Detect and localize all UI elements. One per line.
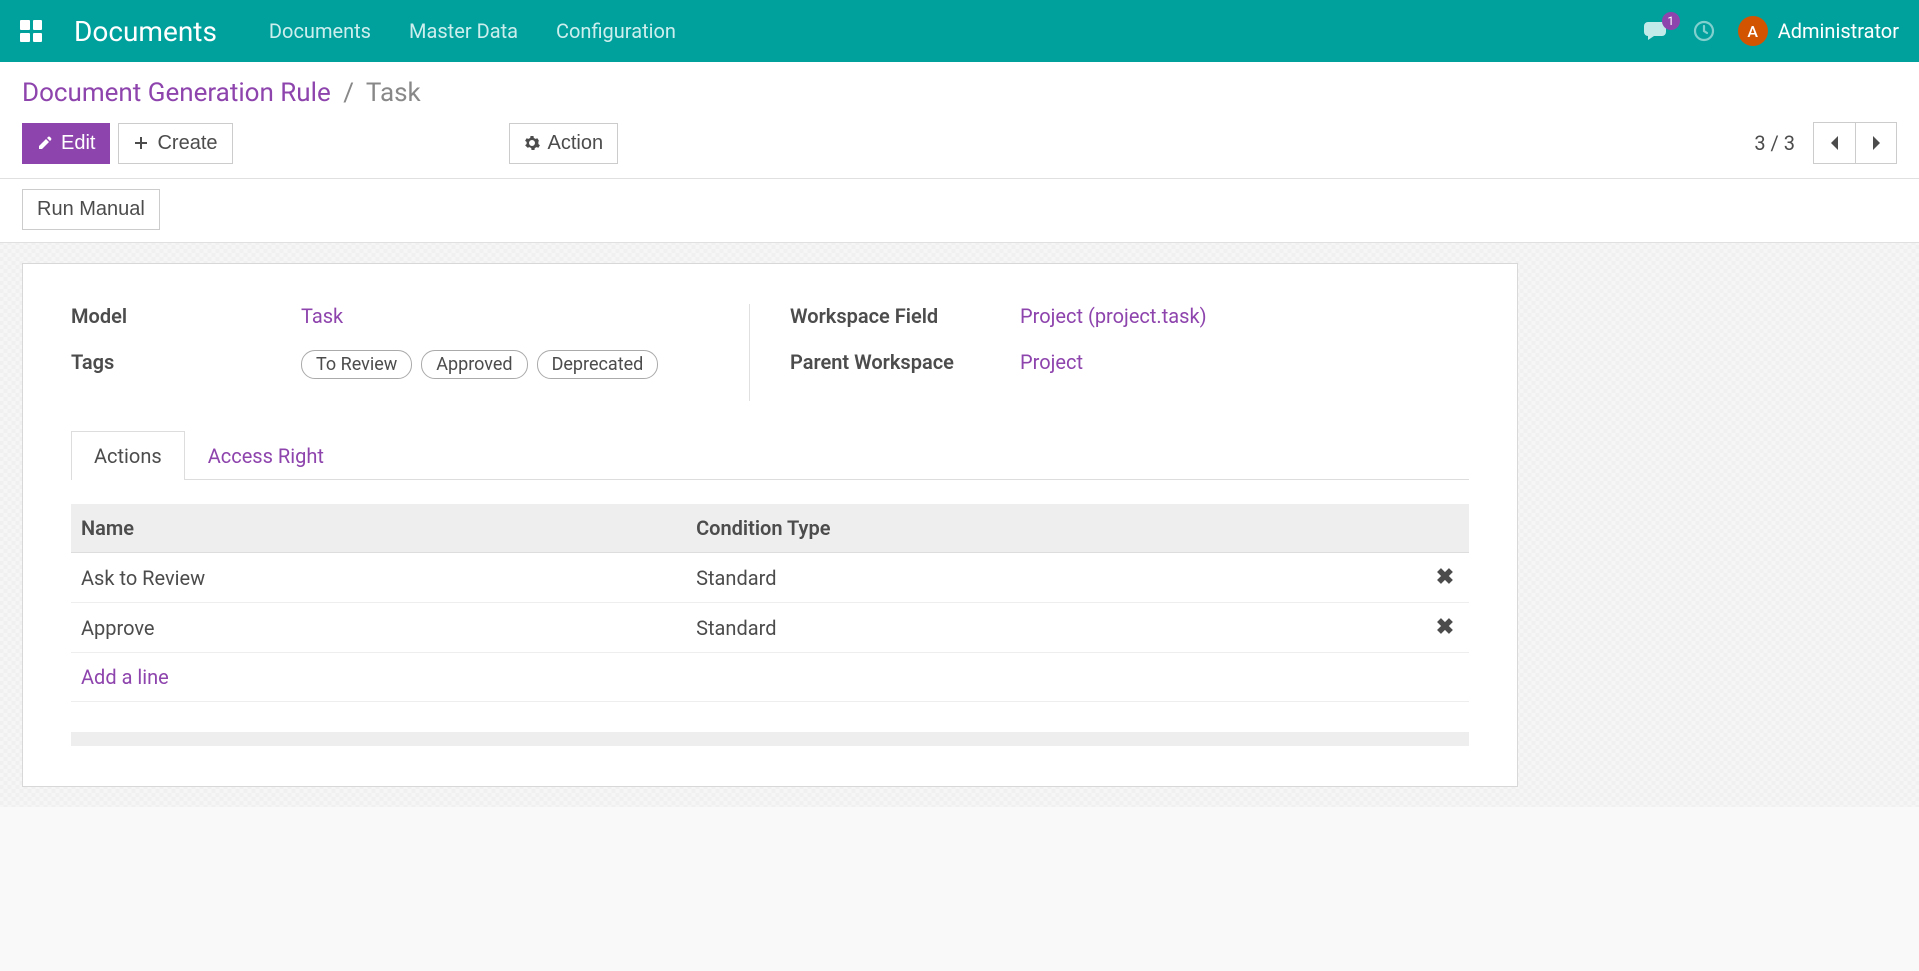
pager-buttons xyxy=(1813,122,1897,164)
plus-icon xyxy=(133,135,149,151)
add-line-row: Add a line xyxy=(71,653,1469,702)
app-title: Documents xyxy=(74,15,217,48)
messages-badge: 1 xyxy=(1662,12,1680,30)
breadcrumb: Document Generation Rule / Task xyxy=(22,78,1897,108)
cell-name: Approve xyxy=(71,603,686,653)
cell-condition: Standard xyxy=(686,553,1421,603)
pencil-icon xyxy=(37,135,53,151)
nav-links: Documents Master Data Configuration xyxy=(269,19,676,43)
tabs: Actions Access Right xyxy=(71,431,1469,480)
model-value[interactable]: Task xyxy=(301,304,709,328)
action-button[interactable]: Action xyxy=(509,123,619,164)
tag-approved[interactable]: Approved xyxy=(421,350,527,379)
cell-name: Ask to Review xyxy=(71,553,686,603)
username-label: Administrator xyxy=(1778,19,1899,43)
top-navbar: Documents Documents Master Data Configur… xyxy=(0,0,1919,62)
parent-workspace-value[interactable]: Project xyxy=(1020,350,1469,374)
tag-deprecated[interactable]: Deprecated xyxy=(537,350,659,379)
user-menu[interactable]: A Administrator xyxy=(1738,16,1899,46)
pager-next-button[interactable] xyxy=(1855,122,1897,164)
chevron-right-icon xyxy=(1869,134,1883,152)
avatar: A xyxy=(1738,16,1768,46)
sheet-background: Model Task Tags To Review Approved Depre… xyxy=(0,243,1919,807)
delete-row-button[interactable]: ✖ xyxy=(1436,565,1454,590)
model-label: Model xyxy=(71,304,301,328)
form-sheet: Model Task Tags To Review Approved Depre… xyxy=(22,263,1518,787)
table-row[interactable]: Ask to Review Standard ✖ xyxy=(71,553,1469,603)
edit-button-label: Edit xyxy=(61,132,95,155)
chevron-left-icon xyxy=(1828,134,1842,152)
actions-table: Name Condition Type Ask to Review Standa… xyxy=(71,504,1469,702)
breadcrumb-sep: / xyxy=(343,78,354,108)
pager-prev-button[interactable] xyxy=(1813,122,1855,164)
add-line-button[interactable]: Add a line xyxy=(81,665,169,689)
tab-actions[interactable]: Actions xyxy=(71,431,185,480)
table-footer-bar xyxy=(71,732,1469,746)
breadcrumb-root[interactable]: Document Generation Rule xyxy=(22,78,331,108)
activity-icon[interactable] xyxy=(1692,19,1716,43)
messages-icon[interactable]: 1 xyxy=(1644,20,1670,42)
breadcrumb-leaf: Task xyxy=(366,78,421,108)
col-name[interactable]: Name xyxy=(71,504,686,553)
workspace-field-value[interactable]: Project (project.task) xyxy=(1020,304,1469,328)
run-manual-label: Run Manual xyxy=(37,198,145,221)
apps-icon[interactable] xyxy=(20,20,42,42)
create-button-label: Create xyxy=(157,132,217,155)
control-bar: Document Generation Rule / Task Edit Cre… xyxy=(0,62,1919,179)
action-button-label: Action xyxy=(548,132,604,155)
gear-icon xyxy=(524,135,540,151)
parent-workspace-label: Parent Workspace xyxy=(790,350,1020,374)
col-condition-type[interactable]: Condition Type xyxy=(686,504,1421,553)
status-bar: Run Manual xyxy=(0,179,1919,243)
table-row[interactable]: Approve Standard ✖ xyxy=(71,603,1469,653)
nav-link-configuration[interactable]: Configuration xyxy=(556,19,676,43)
delete-row-button[interactable]: ✖ xyxy=(1436,615,1454,640)
workspace-field-label: Workspace Field xyxy=(790,304,1020,328)
col-delete xyxy=(1421,504,1469,553)
run-manual-button[interactable]: Run Manual xyxy=(22,189,160,230)
pager-text[interactable]: 3 / 3 xyxy=(1754,131,1795,155)
nav-link-masterdata[interactable]: Master Data xyxy=(409,19,518,43)
create-button[interactable]: Create xyxy=(118,123,232,164)
tags-value: To Review Approved Deprecated xyxy=(301,350,709,379)
tag-to-review[interactable]: To Review xyxy=(301,350,412,379)
tags-label: Tags xyxy=(71,350,301,379)
edit-button[interactable]: Edit xyxy=(22,123,110,164)
cell-condition: Standard xyxy=(686,603,1421,653)
tab-access-right[interactable]: Access Right xyxy=(185,431,347,480)
nav-link-documents[interactable]: Documents xyxy=(269,19,371,43)
